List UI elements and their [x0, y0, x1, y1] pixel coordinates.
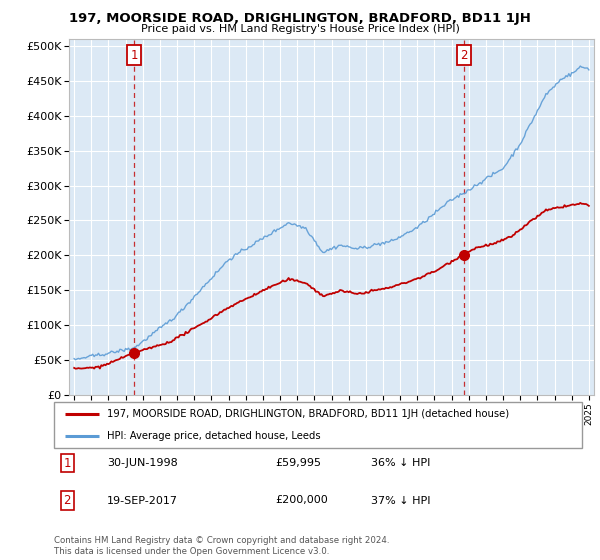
Text: 1: 1	[64, 457, 71, 470]
Text: Contains HM Land Registry data © Crown copyright and database right 2024.
This d: Contains HM Land Registry data © Crown c…	[54, 536, 389, 556]
Text: 37% ↓ HPI: 37% ↓ HPI	[371, 496, 430, 506]
FancyBboxPatch shape	[54, 402, 582, 448]
Text: 1: 1	[130, 49, 138, 62]
Text: £59,995: £59,995	[276, 459, 322, 468]
Text: 2: 2	[460, 49, 468, 62]
Text: 197, MOORSIDE ROAD, DRIGHLINGTON, BRADFORD, BD11 1JH: 197, MOORSIDE ROAD, DRIGHLINGTON, BRADFO…	[69, 12, 531, 25]
Text: 2: 2	[64, 494, 71, 507]
Text: Price paid vs. HM Land Registry's House Price Index (HPI): Price paid vs. HM Land Registry's House …	[140, 24, 460, 34]
Text: 30-JUN-1998: 30-JUN-1998	[107, 459, 178, 468]
Text: 36% ↓ HPI: 36% ↓ HPI	[371, 459, 430, 468]
Text: £200,000: £200,000	[276, 496, 329, 506]
Text: 19-SEP-2017: 19-SEP-2017	[107, 496, 178, 506]
Text: HPI: Average price, detached house, Leeds: HPI: Average price, detached house, Leed…	[107, 431, 320, 441]
Text: 197, MOORSIDE ROAD, DRIGHLINGTON, BRADFORD, BD11 1JH (detached house): 197, MOORSIDE ROAD, DRIGHLINGTON, BRADFO…	[107, 409, 509, 419]
